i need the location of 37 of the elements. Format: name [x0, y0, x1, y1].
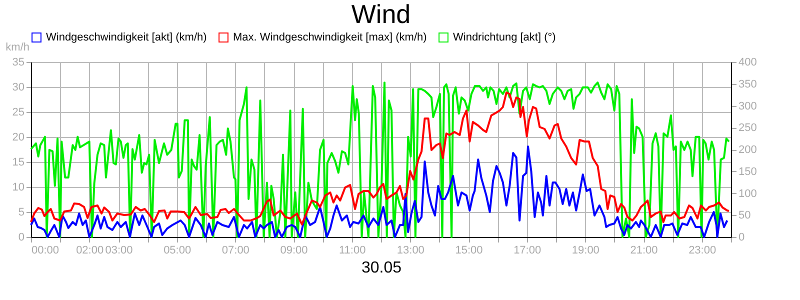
- y2-tick-label: 300: [738, 100, 757, 112]
- y2-tick-label: 50: [738, 210, 751, 222]
- legend-label: Windrichtung [akt] (°): [453, 32, 556, 44]
- x-tick-label: 15:00: [455, 244, 483, 256]
- legend-label: Max. Windgeschwindigkeit [max] (km/h): [233, 32, 427, 44]
- y2-tick-label: 0: [738, 232, 745, 244]
- y-tick-label: 25: [12, 106, 24, 118]
- y2-tick-label: 150: [738, 166, 757, 178]
- x-tick-label: 07:00: [222, 244, 250, 256]
- y-tick-label: 30: [12, 82, 24, 94]
- x-tick-label: 21:00: [630, 244, 658, 256]
- y-tick-label: 10: [12, 182, 24, 194]
- y2-tick-label: 350: [738, 78, 757, 90]
- chart-title: Wind: [351, 0, 411, 29]
- y2-tick-label: 250: [738, 122, 757, 134]
- x-tick-label: 17:00: [514, 244, 542, 256]
- x-tick-label: 11:00: [338, 244, 366, 256]
- x-tick-label: 23:00: [688, 244, 716, 256]
- x-tick-label: 05:00: [164, 244, 192, 256]
- y2-tick-label: 100: [738, 188, 757, 200]
- line-series: [30, 146, 728, 238]
- x-tick-label: 09:00: [280, 244, 308, 256]
- x-tick-label: 19:00: [572, 244, 600, 256]
- x-tick-label: 03:00: [105, 244, 133, 256]
- y-tick-label: 35: [12, 56, 24, 68]
- x-tick-label: 13:00: [396, 244, 424, 256]
- legend-label: Windgeschwindigkeit [akt] (km/h): [46, 32, 207, 44]
- x-tick-label: 00:00: [32, 244, 60, 256]
- x-tick-label: 02:00: [76, 244, 104, 256]
- x-axis-title: 30.05: [361, 260, 402, 276]
- y-tick-label: 20: [12, 132, 24, 144]
- y-tick-label: 5: [18, 206, 24, 218]
- y-axis-title: km/h: [6, 42, 30, 54]
- y-tick-label: 0: [18, 232, 24, 244]
- y2-tick-label: 200: [738, 144, 757, 156]
- y-tick-label: 15: [12, 156, 24, 168]
- y2-tick-label: 400: [738, 56, 757, 68]
